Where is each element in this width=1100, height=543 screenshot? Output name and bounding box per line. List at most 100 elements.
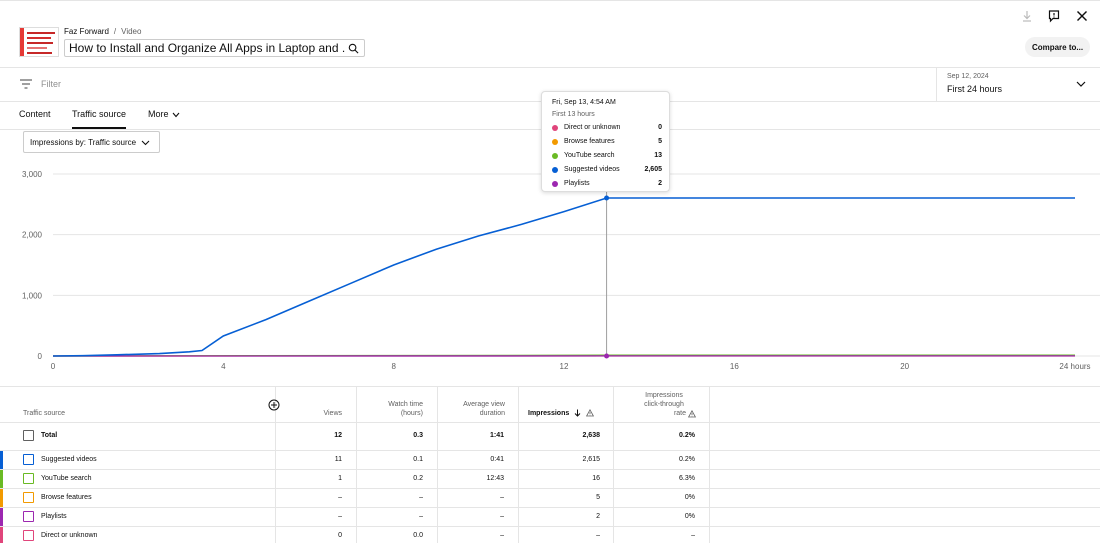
chart-cursor	[604, 160, 610, 359]
cell-impressions: 16	[592, 475, 600, 482]
video-thumbnail[interactable]	[19, 27, 59, 57]
table-row[interactable]: Playlists – – – 2 0%	[0, 507, 1100, 526]
legend-dot	[552, 139, 558, 145]
thumbnail-line	[27, 47, 47, 49]
tooltip-subtitle: First 13 hours	[552, 111, 595, 118]
cell-ctr: 0%	[684, 494, 695, 501]
cell-impressions: 2,638	[582, 432, 600, 439]
metric-select[interactable]: Impressions by: Traffic source	[23, 131, 160, 153]
video-title-search-box[interactable]: How to Install and Organize All Apps in …	[64, 39, 365, 57]
top-border	[0, 0, 1100, 1]
tooltip-row-label: Direct or unknown	[564, 124, 621, 131]
header-avg-line: duration	[479, 410, 505, 417]
cell-avg-duration: 0:41	[490, 456, 504, 463]
active-tab-indicator	[72, 127, 126, 129]
feedback-icon[interactable]	[1047, 9, 1061, 23]
tab-more-label: More	[148, 109, 169, 119]
chart-grid	[53, 173, 1100, 357]
row-checkbox[interactable]	[23, 473, 34, 484]
tab-more[interactable]: More	[148, 109, 180, 119]
search-icon[interactable]	[348, 43, 359, 54]
breadcrumb-separator: /	[113, 27, 117, 36]
table-row[interactable]: YouTube search 1 0.2 12:43 16 6.3%	[0, 469, 1100, 488]
header-ctr[interactable]: Impressions click-through rate	[620, 391, 696, 418]
cell-views: 0	[338, 532, 342, 539]
warning-icon	[586, 409, 595, 417]
header-impressions[interactable]: Impressions	[528, 409, 600, 418]
chevron-down-icon[interactable]	[1076, 80, 1086, 88]
cell-views: 11	[334, 456, 342, 463]
cell-views: 12	[334, 432, 342, 439]
tooltip-row: Suggested videos 2,605	[552, 165, 662, 175]
column-divider	[613, 387, 614, 543]
header-watch-time[interactable]: Watch time (hours)	[365, 400, 423, 418]
date-separator	[936, 68, 937, 101]
chevron-down-icon	[172, 112, 179, 117]
header-watch-time-line: (hours)	[400, 410, 423, 417]
tooltip-row-label: Browse features	[564, 138, 615, 145]
filter-icon[interactable]	[19, 78, 33, 90]
series-line	[52, 197, 1075, 357]
thumbnail-bar	[20, 28, 24, 56]
header-avg-view-duration[interactable]: Average view duration	[445, 400, 505, 418]
tab-content[interactable]: Content	[19, 109, 51, 119]
tab-traffic-source[interactable]: Traffic source	[72, 109, 127, 119]
tooltip-row-value: 13	[654, 152, 662, 159]
breadcrumb: Faz Forward / Video	[64, 27, 141, 36]
table-row[interactable]: Suggested videos 11 0.1 0:41 2,615 0.2%	[0, 450, 1100, 469]
row-name: Total	[41, 432, 58, 439]
traffic-source-table: Traffic source Views Watch time (hours) …	[0, 387, 1100, 543]
tooltip-row-value: 0	[658, 124, 662, 131]
tooltip-row: Direct or unknown 0	[552, 123, 662, 133]
header-traffic-source[interactable]: Traffic source	[23, 410, 66, 417]
x-tick-label: 4	[221, 362, 226, 371]
row-checkbox[interactable]	[23, 492, 34, 503]
cell-ctr: –	[691, 532, 695, 539]
cursor-point	[604, 353, 610, 359]
column-divider	[356, 387, 357, 543]
compare-to-button[interactable]: Compare to...	[1025, 37, 1090, 57]
x-tick-label: 0	[51, 362, 56, 371]
date-range-value[interactable]: First 24 hours	[947, 84, 1003, 94]
cell-avg-duration: 12:43	[486, 475, 504, 482]
breadcrumb-section[interactable]: Video	[121, 27, 142, 36]
row-checkbox[interactable]	[23, 454, 34, 465]
date-range-label[interactable]: Sep 12, 2024	[947, 73, 989, 80]
add-column-icon[interactable]	[268, 399, 280, 411]
thumbnail-line	[27, 37, 51, 39]
legend-dot	[552, 167, 558, 173]
x-tick-label: 16	[730, 362, 739, 371]
cell-watch-time: 0.3	[413, 432, 423, 439]
header-ctr-line: Impressions	[645, 392, 683, 399]
table-row[interactable]: Browse features – – – 5 0%	[0, 488, 1100, 507]
thumbnail-line	[27, 52, 52, 54]
download-icon[interactable]	[1020, 9, 1034, 23]
filter-input[interactable]: Filter	[41, 79, 61, 89]
breadcrumb-channel[interactable]: Faz Forward	[64, 27, 109, 36]
header-views[interactable]: Views	[323, 410, 342, 417]
y-tick-label: 0	[38, 352, 43, 361]
metric-select-value: Impressions by: Traffic source	[30, 137, 137, 147]
y-tick-label: 1,000	[22, 291, 43, 300]
header-impressions-label: Impressions	[528, 410, 570, 417]
row-checkbox[interactable]	[23, 430, 34, 441]
tooltip-row-label: Playlists	[564, 180, 590, 187]
column-divider	[518, 387, 519, 543]
cell-ctr: 6.3%	[679, 475, 695, 482]
row-checkbox[interactable]	[23, 530, 34, 541]
row-name: Playlists	[41, 513, 67, 520]
tooltip-row-label: YouTube search	[564, 152, 615, 159]
close-icon[interactable]	[1075, 9, 1089, 23]
cursor-point	[604, 195, 610, 201]
table-row[interactable]: Direct or unknown 0 0.0 – – –	[0, 526, 1100, 543]
row-checkbox[interactable]	[23, 511, 34, 522]
sort-down-icon	[574, 409, 581, 417]
tooltip-row-value: 2,605	[644, 166, 662, 173]
column-divider	[275, 387, 276, 543]
row-color-stripe	[0, 508, 3, 526]
chart-table-divider	[0, 386, 1100, 387]
impressions-chart[interactable]: 0 1,000 2,000 3,000 0 4 8 12 16 20 24 hours	[0, 160, 1100, 380]
legend-dot	[552, 153, 558, 159]
tooltip-row: YouTube search 13	[552, 151, 662, 161]
thumbnail-line	[27, 32, 55, 34]
